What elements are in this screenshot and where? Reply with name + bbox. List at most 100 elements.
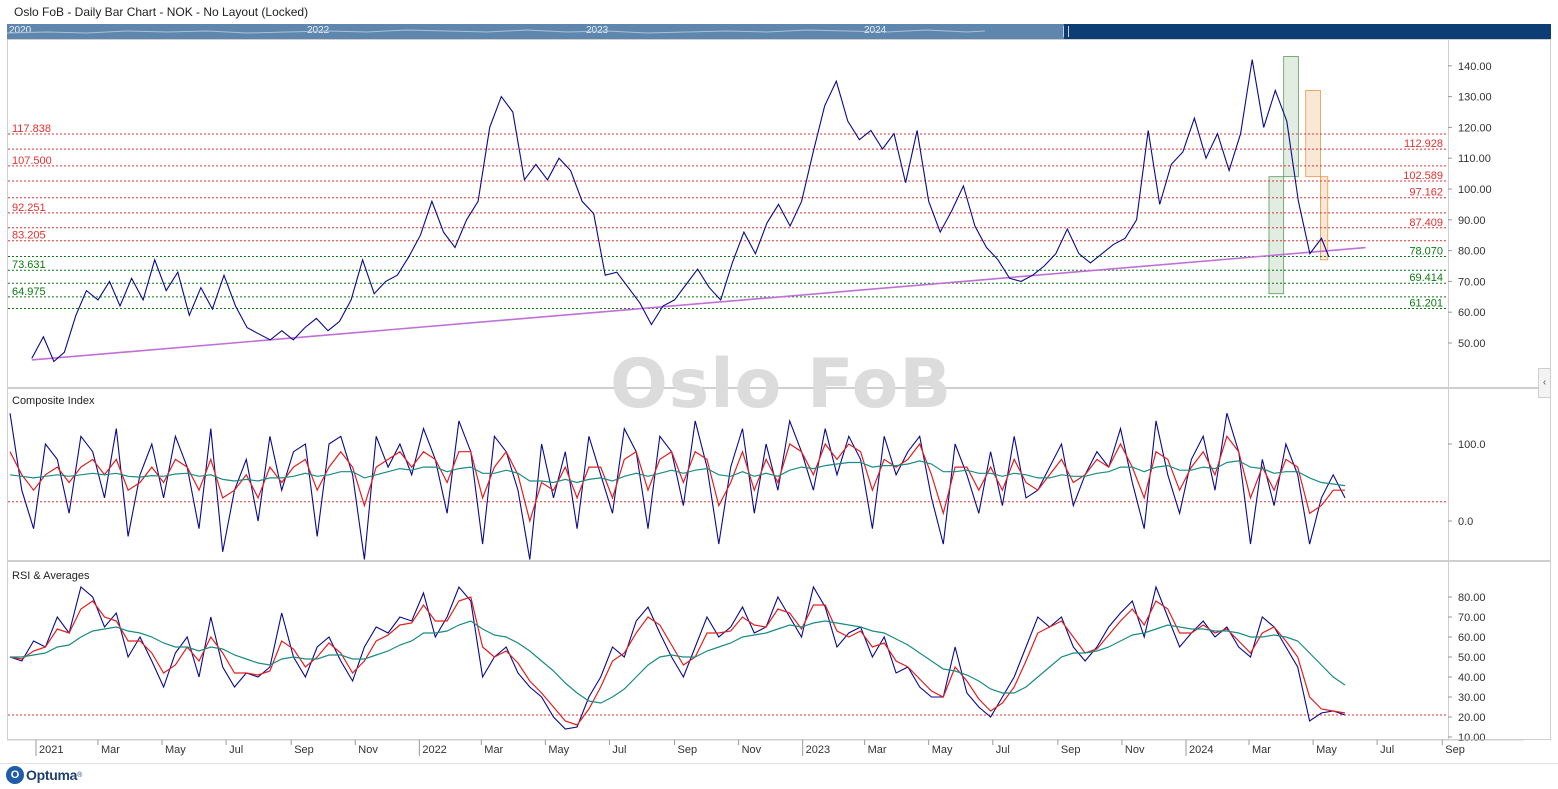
y-tick-label: 0.0 <box>1458 516 1473 528</box>
y-tick-label: 110.00 <box>1458 153 1491 165</box>
composite-panel-title: Composite Index <box>12 395 95 407</box>
level-label: 61.201 <box>1409 298 1443 310</box>
price-levels: 117.838 107.500 92.251 83.205 112.928 102.589… <box>8 123 1446 310</box>
x-tick-label: Mar <box>101 744 120 756</box>
x-tick-label: Mar <box>484 744 503 756</box>
x-tick-label: Mar <box>868 744 887 756</box>
scroller-sparkline <box>7 29 986 34</box>
price-trendline <box>31 246 1366 361</box>
level-label: 73.631 <box>12 259 46 271</box>
optuma-logo-trademark: ® <box>77 771 83 779</box>
collapse-panel-tab[interactable]: ‹ <box>1538 368 1551 398</box>
scroller-year-label: 2023 <box>586 25 609 36</box>
x-tick-label: May <box>932 744 953 756</box>
y-axis-separator <box>1448 39 1449 740</box>
ma_slow-series-line <box>10 620 1346 704</box>
price-line <box>31 59 1330 363</box>
bull-zone-box <box>1268 176 1285 295</box>
y-tick-label: 60.00 <box>1458 632 1486 644</box>
y-tick-label: 20.00 <box>1458 712 1486 724</box>
scroller-year-label: 2020 <box>9 25 32 36</box>
y-tick-label: 80.00 <box>1458 246 1486 258</box>
level-label: 107.500 <box>12 155 52 167</box>
optuma-logo-text: Optuma <box>26 767 78 783</box>
y-tick-label: 50.00 <box>1458 652 1486 664</box>
y-tick-label: 100.00 <box>1458 184 1492 196</box>
trendline <box>31 246 1366 361</box>
scroller-year-label: 2022 <box>307 25 330 36</box>
x-tick-label: Jul <box>612 744 626 756</box>
level-label: 92.251 <box>12 202 46 214</box>
y-tick-label: 50.00 <box>1458 338 1486 350</box>
price-series-line <box>31 59 1330 363</box>
x-tick-label: Mar <box>1252 744 1271 756</box>
level-label: 117.838 <box>12 123 51 135</box>
level-label: 78.070 <box>1409 246 1443 258</box>
level-label: 64.975 <box>12 286 46 298</box>
level-label: 97.162 <box>1409 187 1443 199</box>
optuma-logo-icon: O <box>6 766 24 784</box>
price-boxes <box>1268 56 1329 295</box>
composite-y-ticks: 100.0 0.0 <box>1448 439 1486 528</box>
x-tick-label: 2022 <box>422 744 446 756</box>
level-label: 69.414 <box>1409 272 1443 284</box>
scroller-grip-handle[interactable] <box>1063 26 1069 37</box>
scroller-year-label: 2024 <box>864 25 887 36</box>
level-label: 102.589 <box>1403 170 1443 182</box>
rsi-panel-title: RSI & Averages <box>12 570 90 582</box>
x-tick-label: May <box>165 744 186 756</box>
x-tick-label: May <box>548 744 569 756</box>
ma_fast-series-line <box>9 596 1346 726</box>
composite-lines <box>8 413 1446 560</box>
x-tick-label: Sep <box>678 744 698 756</box>
x-tick-label: Nov <box>1125 744 1145 756</box>
y-tick-label: 90.00 <box>1458 215 1486 227</box>
scroller-window-thumb[interactable] <box>1064 24 1551 39</box>
composite-panel <box>7 388 1551 561</box>
x-tick-label: Sep <box>1061 744 1081 756</box>
x-tick-label: 2024 <box>1189 744 1213 756</box>
y-tick-label: 40.00 <box>1458 672 1486 684</box>
y-tick-label: 70.00 <box>1458 276 1486 288</box>
rsi-lines <box>8 585 1446 730</box>
x-tick-label: Jul <box>229 744 243 756</box>
y-tick-label: 100.0 <box>1458 439 1486 451</box>
bear-zone-box <box>1320 176 1329 261</box>
y-tick-label: 80.00 <box>1458 592 1486 604</box>
ma_slow-series-line <box>9 460 1346 487</box>
window-titlebar: Oslo FoB - Daily Bar Chart - NOK - No La… <box>0 0 1558 24</box>
x-tick-label: Sep <box>1445 744 1465 756</box>
y-tick-label: 130.00 <box>1458 92 1492 104</box>
bull-zone-box <box>1283 56 1299 178</box>
watermark-text: Oslo FoB <box>610 345 953 424</box>
x-tick-label: Jul <box>996 744 1010 756</box>
ma_fast-series-line <box>9 435 1345 524</box>
x-tick-label: 2023 <box>806 744 830 756</box>
y-tick-label: 30.00 <box>1458 692 1486 704</box>
x-axis: 2021 Mar May Jul Sep Nov 2022 Mar May Jul Sep Nov 20… <box>7 739 1524 756</box>
rsi-y-ticks: 80.00 70.00 60.00 50.00 40.00 30.00 20.00 10.00 <box>1448 592 1486 744</box>
footer-bar <box>0 763 1558 789</box>
price-series-line <box>9 585 1346 730</box>
window-title: Oslo FoB - Daily Bar Chart - NOK - No La… <box>14 5 309 19</box>
x-tick-label: Jul <box>1380 744 1394 756</box>
x-tick-label: Nov <box>742 744 762 756</box>
x-tick-label: 2021 <box>39 744 63 756</box>
y-tick-label: 60.00 <box>1458 307 1486 319</box>
price-y-ticks: 140.00 130.00 120.00 110.00 100.00 90.00 80.00… <box>1448 61 1492 350</box>
level-label: 83.205 <box>12 230 46 242</box>
price-panel <box>7 39 1551 388</box>
y-tick-label: 70.00 <box>1458 612 1486 624</box>
x-tick-label: May <box>1316 744 1337 756</box>
y-tick-label: 140.00 <box>1458 61 1492 73</box>
optuma-logo: O Optuma ® <box>6 765 82 785</box>
x-tick-label: Nov <box>358 744 378 756</box>
x-tick-label: Sep <box>294 744 314 756</box>
level-label: 112.928 <box>1404 138 1443 150</box>
y-tick-label: 10.00 <box>1458 732 1486 744</box>
y-tick-label: 120.00 <box>1458 122 1492 134</box>
level-label: 87.409 <box>1409 217 1443 229</box>
price-series-line <box>9 413 1346 560</box>
timeline-scroller[interactable]: 2020 2022 2023 2024 <box>7 24 1551 39</box>
